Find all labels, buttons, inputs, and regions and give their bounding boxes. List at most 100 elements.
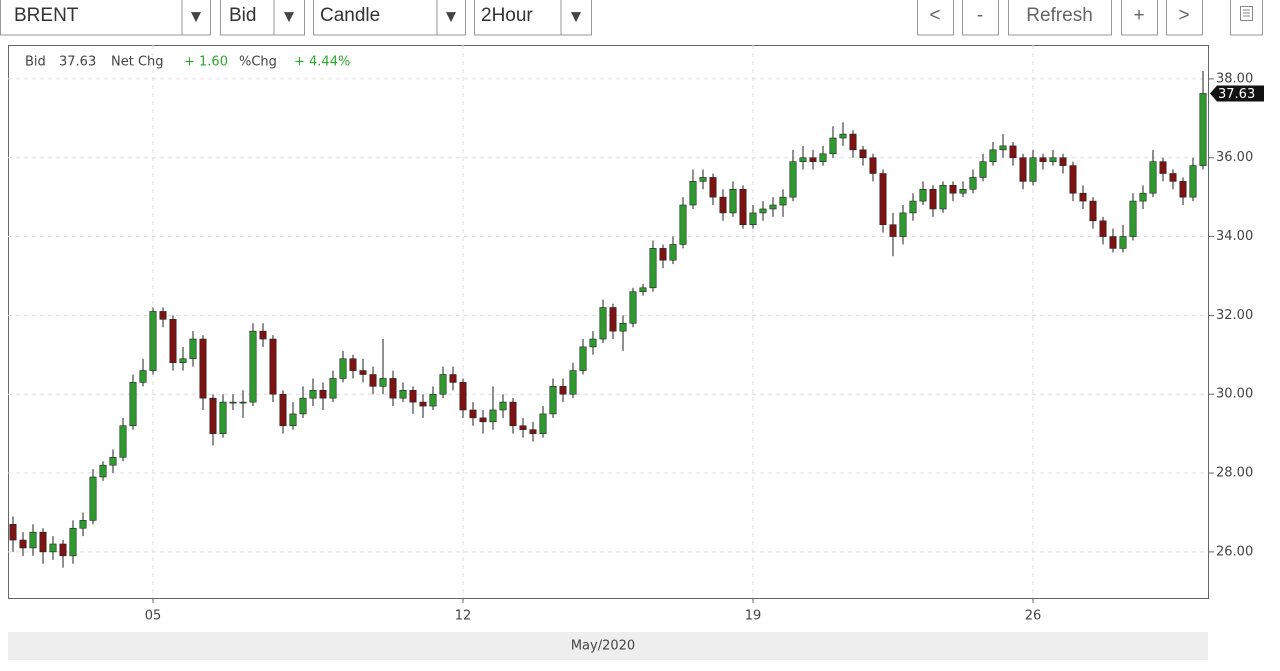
x-tick-label: 19 [745, 609, 762, 624]
candle-body [629, 291, 637, 324]
candle-body [1139, 192, 1147, 202]
candle-body [919, 188, 927, 202]
y-tick-label: 36.00 [1216, 150, 1253, 165]
nav-button[interactable] [1008, 0, 1112, 36]
x-label-band [8, 632, 1208, 660]
candle-body [429, 393, 437, 407]
candle-body [169, 319, 177, 363]
x-tick-label: 05 [145, 609, 162, 624]
candle-body [1039, 157, 1047, 162]
candle-body [79, 520, 87, 529]
candle-body [209, 397, 217, 434]
candle-body [39, 531, 47, 553]
nav-button-label: + [1133, 5, 1144, 26]
candle-body [1059, 157, 1067, 166]
candle-body [29, 531, 37, 549]
candle-body [1089, 200, 1097, 222]
candle-body [959, 188, 967, 194]
candle-body [929, 188, 937, 210]
candle-body [319, 389, 327, 399]
candle-body [459, 382, 467, 411]
candle-body [149, 311, 157, 371]
candle-body [179, 358, 187, 363]
candle-body [719, 196, 727, 214]
candle-body [569, 370, 577, 395]
candle-body [489, 409, 497, 423]
candle-body [559, 386, 567, 395]
candle-body [1069, 165, 1077, 194]
candle-body [19, 539, 27, 549]
x-tick-label: 12 [455, 609, 472, 624]
last-price-label: 37.63 [1218, 87, 1255, 102]
candle-body [269, 338, 277, 395]
header-pct-change: + 4.44% [294, 55, 350, 70]
candle-body [89, 476, 97, 521]
candle-body [989, 149, 997, 162]
candle-body [1109, 236, 1117, 249]
candle-body [479, 417, 487, 423]
x-axis-label: May/2020 [571, 639, 635, 654]
candle-body [189, 338, 197, 360]
candle-body [769, 204, 777, 210]
nav-button[interactable] [962, 0, 999, 36]
toolbar: BRENT ▼ Bid ▼ Candle ▼ 2Hour ▼ [0, 0, 1263, 36]
candle-body [939, 185, 947, 210]
style-select[interactable] [313, 0, 466, 36]
candle-body [99, 464, 107, 478]
candle-body [579, 346, 587, 371]
side-select[interactable] [220, 0, 305, 36]
candle-body [789, 161, 797, 198]
y-tick-label: 26.00 [1216, 544, 1253, 559]
candle-body [439, 374, 447, 395]
candle-body [239, 401, 247, 404]
candle-body [129, 382, 137, 427]
nav-button[interactable] [917, 0, 954, 36]
candle-body [679, 204, 687, 245]
candle-body [49, 543, 57, 553]
candle-body [909, 200, 917, 214]
candle-body [229, 401, 237, 404]
candle-body [499, 401, 507, 411]
interval-select[interactable] [474, 0, 592, 36]
y-tick-label: 30.00 [1216, 387, 1253, 402]
candle-body [709, 177, 717, 198]
candle-body [1129, 200, 1137, 237]
x-tick-label: 26 [1025, 609, 1042, 624]
candle-body [289, 413, 297, 427]
candle-body [969, 177, 977, 190]
candle-body [849, 133, 857, 151]
candle-body [529, 429, 537, 434]
candle-body [739, 188, 747, 226]
dropdown-arrow: ▼ [446, 10, 456, 25]
candle-body [859, 149, 867, 159]
plot-area [8, 45, 1209, 599]
nav-button-label: > [1178, 5, 1189, 26]
candle-body [1159, 161, 1167, 174]
candle-body [1029, 157, 1037, 182]
grid [8, 45, 1208, 598]
symbol-select[interactable] [0, 0, 211, 36]
candle-body [819, 153, 827, 162]
y-tick-label: 34.00 [1216, 229, 1253, 244]
candle-body [759, 208, 767, 214]
candle-body [359, 370, 367, 375]
nav-button[interactable] [1166, 0, 1203, 36]
menu-button[interactable] [1230, 0, 1263, 36]
candle-body [69, 527, 77, 557]
candle-body [809, 157, 817, 162]
candle-body [699, 177, 707, 182]
menu-icon [1240, 6, 1253, 21]
nav-button[interactable] [1121, 0, 1158, 36]
axes: 26.00 28.00 30.00 32.00 34.00 36.00 38.00 05 12 1… [145, 71, 1264, 624]
candle-body [1189, 165, 1197, 198]
candle-body [259, 330, 267, 340]
nav-buttons: < - Refresh + > [917, 0, 1203, 36]
header-net-label: Net Chg [111, 55, 164, 70]
candle-body [729, 188, 737, 214]
candle-body [1019, 157, 1027, 182]
candle-body [1099, 220, 1107, 237]
candle-body [779, 196, 787, 206]
candle-body [249, 330, 257, 403]
dropdown-arrow: ▼ [571, 10, 581, 25]
candle-body [889, 224, 897, 237]
